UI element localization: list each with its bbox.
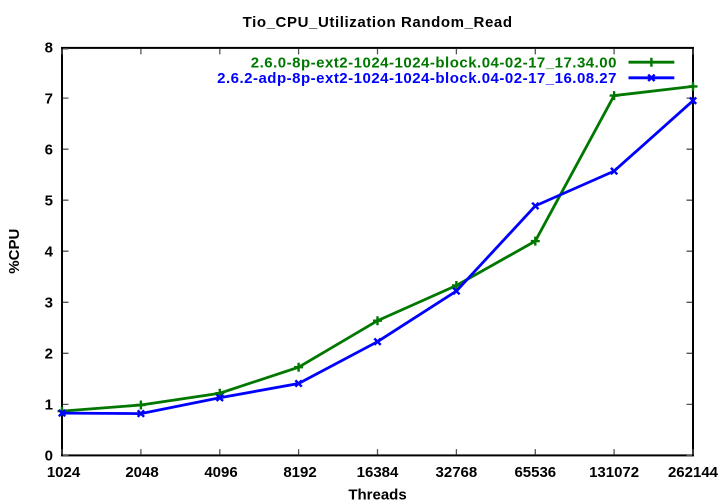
svg-text:2: 2 <box>45 346 53 363</box>
svg-text:2.6.2-adp-8p-ext2-1024-1024-bl: 2.6.2-adp-8p-ext2-1024-1024-block.04-02-… <box>217 70 617 87</box>
svg-text:2048: 2048 <box>125 464 158 481</box>
svg-text:3: 3 <box>45 295 53 312</box>
svg-text:%CPU: %CPU <box>6 229 23 274</box>
svg-text:2.6.0-8p-ext2-1024-1024-block.: 2.6.0-8p-ext2-1024-1024-block.04-02-17_1… <box>251 55 617 72</box>
svg-text:7: 7 <box>45 90 53 107</box>
svg-text:1024: 1024 <box>47 464 81 481</box>
svg-text:Threads: Threads <box>348 487 406 504</box>
svg-text:4096: 4096 <box>204 464 237 481</box>
svg-text:32768: 32768 <box>436 464 478 481</box>
svg-text:65536: 65536 <box>514 464 556 481</box>
svg-text:5: 5 <box>45 193 53 210</box>
svg-text:262144: 262144 <box>668 464 719 481</box>
svg-text:16384: 16384 <box>357 464 399 481</box>
svg-text:131072: 131072 <box>589 464 639 481</box>
svg-text:6: 6 <box>45 142 53 159</box>
svg-text:4: 4 <box>45 244 54 261</box>
svg-text:8: 8 <box>45 39 53 56</box>
svg-text:1: 1 <box>45 397 53 414</box>
svg-text:8192: 8192 <box>283 464 316 481</box>
svg-text:Tio_CPU_Utilization Random_Rea: Tio_CPU_Utilization Random_Read <box>243 14 513 31</box>
svg-text:0: 0 <box>45 448 53 465</box>
